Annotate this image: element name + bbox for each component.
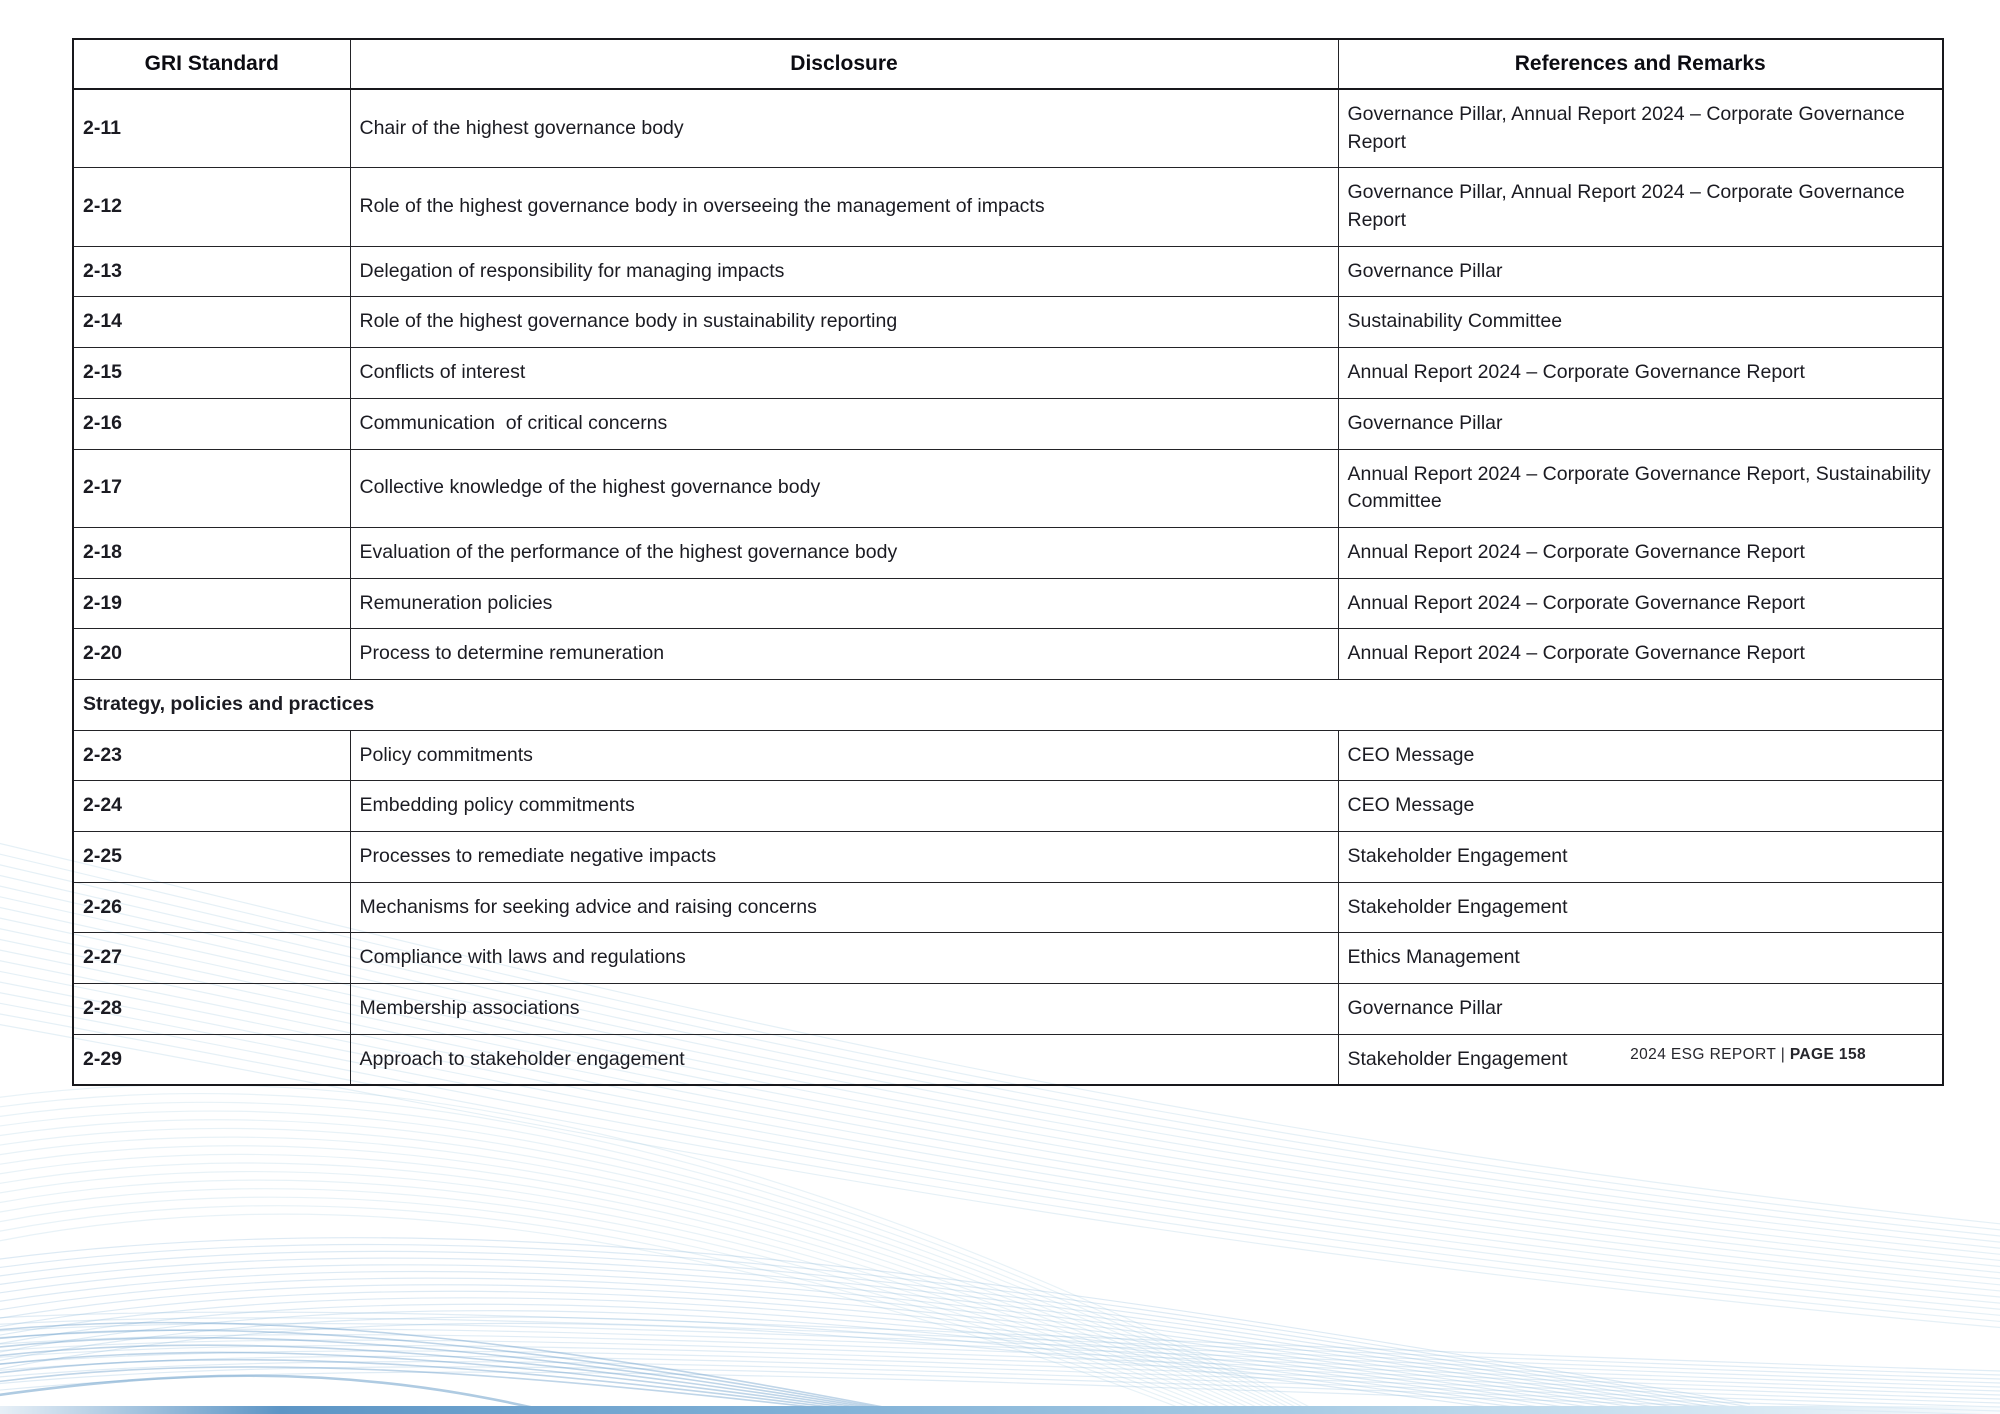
disclosure-cell: Chair of the highest governance body (349, 88, 1339, 169)
page-footer: 2024 ESG REPORT | PAGE 158 (1611, 1028, 1866, 1082)
reference-cell: Governance Pillar (1337, 397, 1944, 450)
column-header-gri-standard: GRI Standard (72, 38, 351, 90)
disclosure-cell: Embedding policy commitments (349, 780, 1339, 832)
gri-standard-cell: 2-12 (72, 167, 351, 247)
gri-standard-cell: 2-15 (72, 347, 351, 399)
disclosure-cell: Role of the highest governance body in s… (349, 296, 1339, 349)
reference-cell: Governance Pillar, Annual Report 2024 – … (1337, 167, 1944, 247)
gri-standard-cell: 2-18 (72, 526, 351, 579)
gri-standard-cell: 2-28 (72, 983, 351, 1035)
table-row: 2-27 Compliance with laws and regulations… (72, 932, 1944, 985)
disclosure-cell: Approach to stakeholder engagement (349, 1033, 1339, 1086)
reference-cell: Annual Report 2024 – Corporate Governanc… (1337, 448, 1944, 528)
reference-cell: Ethics Management (1337, 932, 1944, 985)
table-row: 2-13 Delegation of responsibility for man… (72, 245, 1944, 298)
table-row: 2-12 Role of the highest governance body … (72, 167, 1944, 247)
footer-page-label: PAGE 158 (1789, 1046, 1866, 1063)
table-body: 2-11 Chair of the highest governance body… (72, 88, 1944, 1086)
gri-standard-cell: 2-14 (72, 296, 351, 349)
gri-standard-cell: 2-25 (72, 831, 351, 883)
footer-report-label: 2024 ESG REPORT (1630, 1046, 1776, 1063)
column-header-references: References and Remarks (1337, 38, 1944, 90)
reference-cell: Sustainability Committee (1337, 296, 1944, 349)
section-header-label: Strategy, policies and practices (72, 678, 1944, 731)
disclosure-cell: Remuneration policies (349, 577, 1339, 630)
column-header-disclosure: Disclosure (349, 38, 1339, 90)
reference-cell: Annual Report 2024 – Corporate Governanc… (1337, 526, 1944, 579)
gri-standard-cell: 2-26 (72, 881, 351, 934)
table-header-row: GRI Standard Disclosure References and R… (72, 38, 1944, 90)
gri-standard-cell: 2-29 (72, 1033, 351, 1086)
table-row: 2-26 Mechanisms for seeking advice and ra… (72, 881, 1944, 934)
gri-standard-cell: 2-27 (72, 932, 351, 985)
gri-standard-cell: 2-24 (72, 780, 351, 832)
table-row: 2-19 Remuneration policies Annual Report 2… (72, 577, 1944, 630)
table-row: 2-15 Conflicts of interest Annual Report 2… (72, 347, 1944, 399)
gri-standard-cell: 2-19 (72, 577, 351, 630)
disclosure-cell: Delegation of responsibility for managin… (349, 245, 1339, 298)
reference-cell: Annual Report 2024 – Corporate Governanc… (1337, 577, 1944, 630)
gri-standard-cell: 2-20 (72, 628, 351, 680)
gri-standard-cell: 2-13 (72, 245, 351, 298)
table-row: 2-17 Collective knowledge of the highest … (72, 448, 1944, 528)
reference-cell: Annual Report 2024 – Corporate Governanc… (1337, 628, 1944, 680)
table-row: 2-24 Embedding policy commitments CEO Mess… (72, 780, 1944, 832)
footer-separator: | (1776, 1046, 1790, 1063)
table-row: 2-18 Evaluation of the performance of the… (72, 526, 1944, 579)
disclosure-cell: Policy commitments (349, 729, 1339, 782)
disclosure-cell: Role of the highest governance body in o… (349, 167, 1339, 247)
reference-cell: Governance Pillar (1337, 245, 1944, 298)
table-row: 2-23 Policy commitments CEO Message (72, 729, 1944, 782)
disclosure-cell: Process to determine remuneration (349, 628, 1339, 680)
reference-cell: Stakeholder Engagement (1337, 881, 1944, 934)
table-row: 2-20 Process to determine remuneration Ann… (72, 628, 1944, 680)
gri-standard-cell: 2-17 (72, 448, 351, 528)
table-row: 2-25 Processes to remediate negative impa… (72, 831, 1944, 883)
gri-standard-cell: 2-23 (72, 729, 351, 782)
disclosure-cell: Membership associations (349, 983, 1339, 1035)
reference-cell: Annual Report 2024 – Corporate Governanc… (1337, 347, 1944, 399)
table-row: 2-11 Chair of the highest governance body… (72, 88, 1944, 169)
disclosure-cell: Conflicts of interest (349, 347, 1339, 399)
disclosure-cell: Mechanisms for seeking advice and raisin… (349, 881, 1339, 934)
gri-standard-cell: 2-16 (72, 397, 351, 450)
reference-cell: Stakeholder Engagement (1337, 1033, 1944, 1086)
disclosure-cell: Evaluation of the performance of the hig… (349, 526, 1339, 579)
table-row: 2-16 Communication of critical concerns Go… (72, 397, 1944, 450)
reference-cell: Governance Pillar (1337, 983, 1944, 1035)
disclosure-cell: Collective knowledge of the highest gove… (349, 448, 1339, 528)
table-row: 2-14 Role of the highest governance body … (72, 296, 1944, 349)
disclosure-cell: Processes to remediate negative impacts (349, 831, 1339, 883)
table-row: 2-29 Approach to stakeholder engagement St… (72, 1033, 1944, 1086)
disclosure-cell: Compliance with laws and regulations (349, 932, 1339, 985)
bottom-accent-bar (0, 1406, 2000, 1414)
gri-index-table: GRI Standard Disclosure References and R… (72, 38, 1944, 1087)
table-row: 2-28 Membership associations Governance Pi… (72, 983, 1944, 1035)
gri-standard-cell: 2-11 (72, 88, 351, 169)
table-header: GRI Standard Disclosure References and R… (72, 38, 1944, 90)
reference-cell: Stakeholder Engagement (1337, 831, 1944, 883)
reference-cell: Governance Pillar, Annual Report 2024 – … (1337, 88, 1944, 169)
reference-cell: CEO Message (1337, 729, 1944, 782)
disclosure-cell: Communication of critical concerns (349, 397, 1339, 450)
reference-cell: CEO Message (1337, 780, 1944, 832)
section-header-row: Strategy, policies and practices (72, 678, 1944, 731)
